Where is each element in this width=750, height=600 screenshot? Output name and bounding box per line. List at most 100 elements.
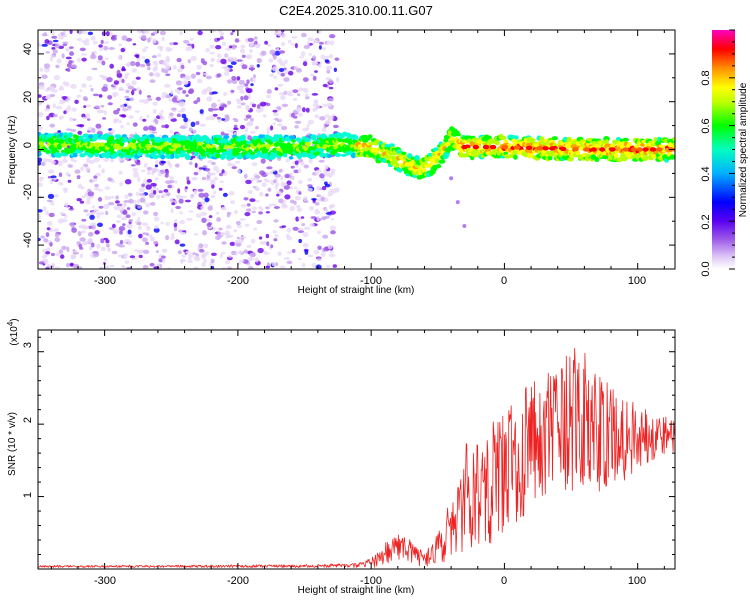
noise-point <box>188 46 193 52</box>
noise-point <box>195 213 202 218</box>
noise-point <box>89 159 95 165</box>
noise-point <box>189 161 193 166</box>
noise-point <box>272 230 277 234</box>
noise-point <box>326 69 331 74</box>
noise-point <box>210 57 215 63</box>
noise-point <box>244 173 248 179</box>
noise-point <box>79 89 83 92</box>
ridge-point <box>367 134 373 139</box>
noise-point <box>123 200 130 203</box>
ridge-point <box>112 152 120 157</box>
noise-point <box>149 79 156 83</box>
noise-point <box>270 203 278 206</box>
noise-point <box>108 227 115 230</box>
noise-point <box>216 169 220 173</box>
noise-point <box>272 54 277 60</box>
noise-point <box>281 103 289 108</box>
ridge-peak-point <box>642 147 649 152</box>
noise-point <box>244 212 251 217</box>
ridge-point <box>672 136 675 142</box>
ridge-point <box>79 153 86 158</box>
noise-point <box>227 100 232 105</box>
top-xtick-label: 100 <box>628 275 646 287</box>
ridge-point <box>291 139 296 143</box>
colorbar-gradient <box>712 30 735 269</box>
noise-point <box>164 65 171 70</box>
noise-point <box>281 32 286 39</box>
ridge-point <box>551 136 558 141</box>
noise-point <box>145 202 151 208</box>
ridge-point <box>397 169 403 173</box>
noise-point <box>55 105 63 110</box>
noise-point <box>110 36 117 41</box>
noise-point <box>290 199 295 204</box>
noise-point <box>235 220 241 226</box>
noise-point <box>303 44 310 49</box>
noise-point <box>238 259 245 263</box>
ridge-point <box>567 157 574 162</box>
noise-point <box>222 192 228 197</box>
noise-point <box>121 216 127 221</box>
noise-point <box>183 40 190 44</box>
noise-point <box>265 233 270 239</box>
noise-point <box>215 235 221 241</box>
noise-point <box>329 204 333 210</box>
noise-point <box>163 189 169 193</box>
noise-point <box>201 217 207 223</box>
noise-point <box>87 118 91 121</box>
noise-point <box>150 236 155 242</box>
noise-point <box>266 89 272 94</box>
noise-point <box>274 234 279 238</box>
noise-point <box>216 58 221 64</box>
noise-point <box>126 223 133 229</box>
noise-point <box>100 104 105 108</box>
noise-point <box>65 263 71 268</box>
ridge-point <box>503 139 509 144</box>
noise-point <box>169 176 174 181</box>
noise-point <box>174 218 178 224</box>
noise-point <box>276 193 280 197</box>
noise-point <box>226 79 233 84</box>
noise-point <box>303 196 308 202</box>
noise-point <box>161 193 167 198</box>
noise-point <box>291 43 296 46</box>
noise-point <box>170 107 177 111</box>
noise-point <box>318 159 325 163</box>
noise-point <box>206 75 212 80</box>
noise-point <box>82 116 88 120</box>
ridge-peak-point <box>525 145 533 150</box>
noise-point <box>280 95 286 101</box>
noise-point <box>54 233 60 238</box>
noise-point <box>333 67 337 73</box>
noise-point <box>269 49 276 55</box>
ridge-point <box>49 139 56 145</box>
noise-point <box>256 108 262 113</box>
noise-point <box>291 249 296 253</box>
noise-point <box>145 184 152 190</box>
noise-point <box>109 264 115 268</box>
noise-point <box>118 43 123 47</box>
noise-point <box>324 181 328 186</box>
ridge-point <box>500 135 507 140</box>
noise-point <box>124 95 130 99</box>
noise-point <box>246 54 253 60</box>
noise-point <box>263 178 268 182</box>
noise-point <box>295 107 302 112</box>
noise-point <box>248 48 253 54</box>
noise-point <box>177 188 181 194</box>
noise-point <box>240 235 247 239</box>
noise-point <box>138 193 146 196</box>
noise-point <box>201 262 207 268</box>
noise-point <box>302 243 309 248</box>
noise-point <box>235 239 240 244</box>
noise-point <box>286 236 292 241</box>
noise-point <box>203 192 209 198</box>
noise-point <box>138 187 145 193</box>
noise-point <box>142 249 150 254</box>
noise-point <box>81 83 87 88</box>
ridge-peak-point <box>482 144 490 150</box>
noise-point <box>277 31 282 37</box>
noise-point <box>118 254 122 258</box>
noise-point <box>251 103 257 107</box>
ridge-point <box>127 155 133 159</box>
